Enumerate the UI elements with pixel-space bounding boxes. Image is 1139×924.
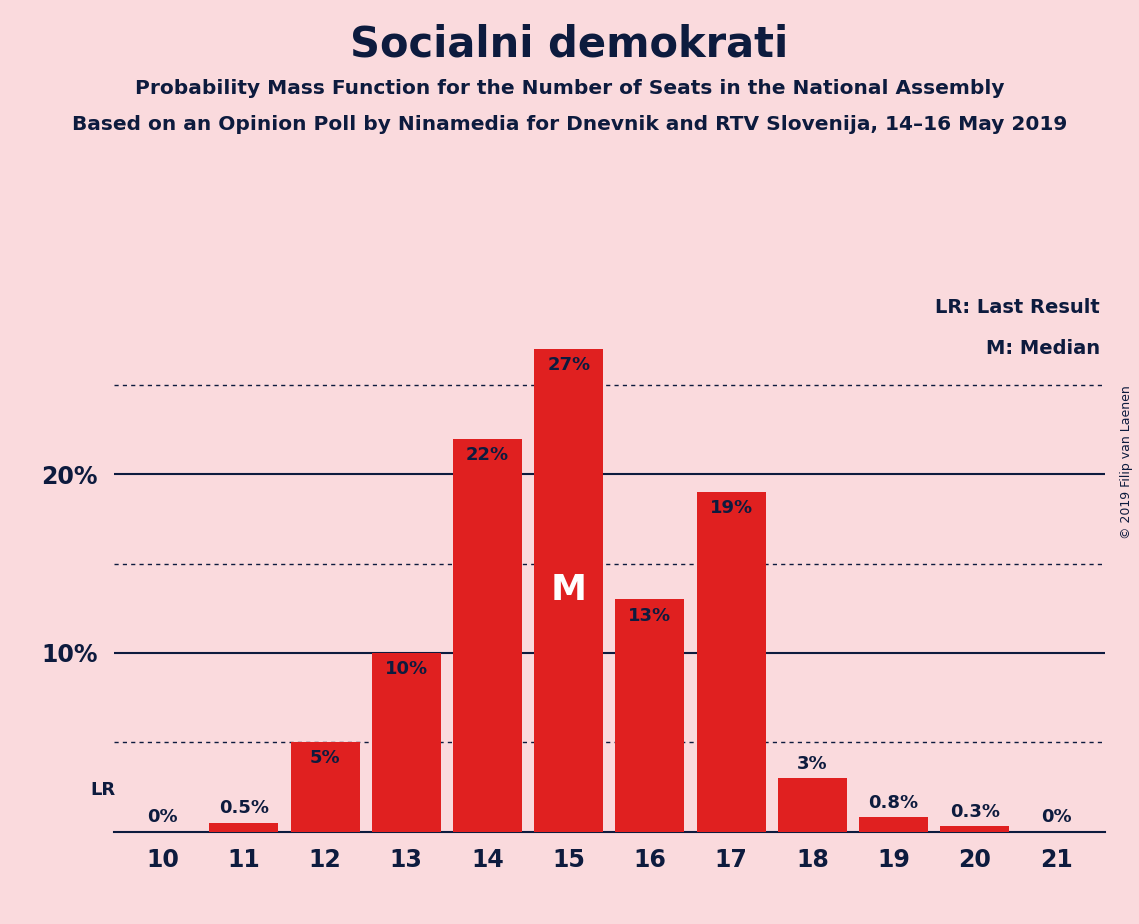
Bar [210,822,278,832]
Text: 13%: 13% [629,606,672,625]
Text: 0.8%: 0.8% [869,794,919,812]
Text: 22%: 22% [466,445,509,464]
Text: Based on an Opinion Poll by Ninamedia for Dnevnik and RTV Slovenija, 14–16 May 2: Based on an Opinion Poll by Ninamedia fo… [72,116,1067,135]
Text: M: M [551,574,587,607]
Text: LR: LR [91,782,116,799]
Text: 10%: 10% [385,660,428,678]
Bar [697,492,765,832]
Bar [941,826,1009,832]
Text: 27%: 27% [547,357,590,374]
Text: © 2019 Filip van Laenen: © 2019 Filip van Laenen [1121,385,1133,539]
Text: M: Median: M: Median [985,338,1100,358]
Bar [859,818,928,832]
Text: 0%: 0% [1041,808,1072,826]
Bar [534,349,604,832]
Bar [453,439,522,832]
Text: LR: Last Result: LR: Last Result [935,298,1100,317]
Text: 5%: 5% [310,749,341,768]
Text: Socialni demokrati: Socialni demokrati [351,23,788,65]
Bar [371,653,441,832]
Bar [615,600,685,832]
Text: 0.3%: 0.3% [950,803,1000,821]
Text: Probability Mass Function for the Number of Seats in the National Assembly: Probability Mass Function for the Number… [134,79,1005,98]
Bar [778,778,847,832]
Bar [290,742,360,832]
Text: 19%: 19% [710,499,753,517]
Text: 3%: 3% [797,755,828,772]
Text: 0%: 0% [147,808,178,826]
Text: 0.5%: 0.5% [219,799,269,818]
